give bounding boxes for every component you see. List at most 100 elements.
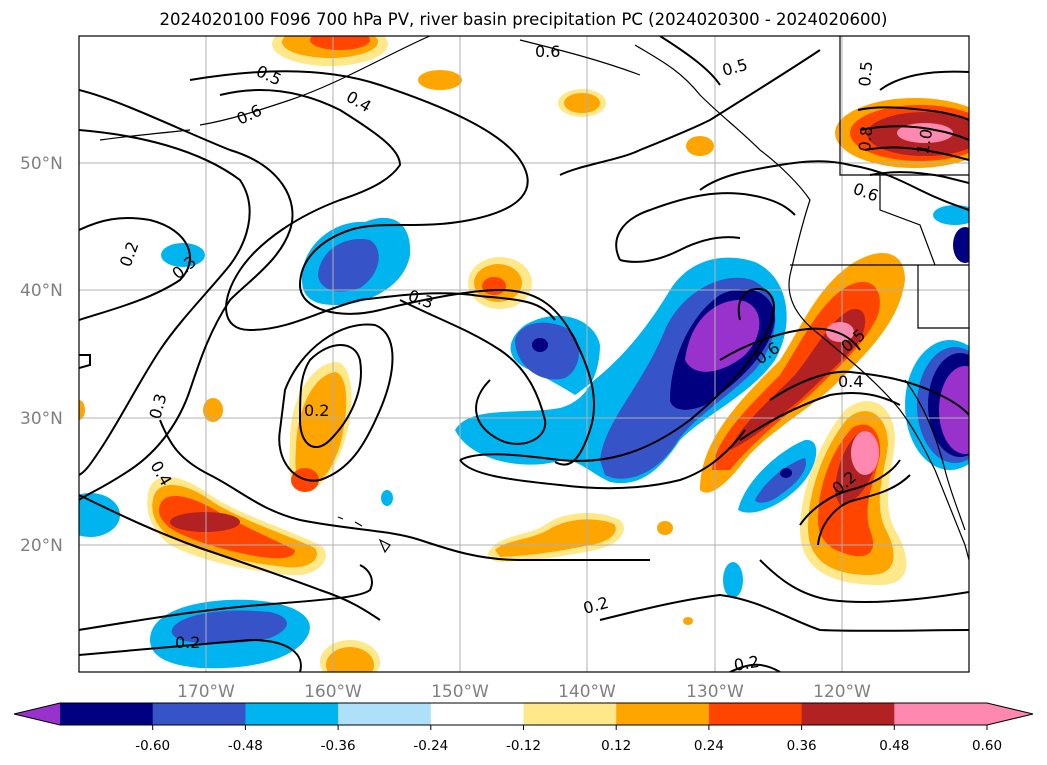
contour-label: 0.2: [732, 652, 760, 675]
colorbar-right-arrow: [987, 703, 1033, 725]
pv-contour: [79, 129, 251, 476]
coastlines: [99, 36, 969, 561]
colorbar-cell: [245, 703, 339, 725]
colorbar-tick-label: 0.48: [879, 738, 909, 754]
lon-label: 160°W: [304, 682, 362, 702]
positive-anomaly: [564, 93, 600, 113]
colorbar: -0.60 -0.48 -0.36 -0.24 -0.12 0.12 0.24 0.36 0.4…: [13, 702, 1034, 754]
positive-anomaly: [495, 519, 616, 557]
colorbar-cell: [894, 703, 988, 725]
positive-anomaly: [482, 277, 506, 295]
aleutians: [99, 129, 191, 141]
colorbar-cell: [801, 703, 895, 725]
lat-label: 30°N: [20, 409, 63, 429]
negative-anomaly: [780, 468, 792, 478]
negative-anomaly: [685, 300, 760, 372]
colorbar-cell: [708, 703, 803, 725]
positive-anomaly: [326, 647, 374, 672]
pv-contour: [79, 494, 381, 621]
pv-contour: [869, 171, 969, 184]
pv-contour: [79, 217, 191, 321]
colorbar-tick-label: 0.36: [787, 738, 817, 754]
map-frame: [78, 35, 970, 673]
pv-contour: [729, 663, 781, 672]
hawaii: [354, 521, 363, 527]
pv-contour: [499, 289, 596, 466]
negative-anomaly: [723, 562, 743, 598]
colorbar-tick-label: 0.12: [601, 738, 631, 754]
pv-contour: [799, 459, 901, 526]
positive-anomaly: [851, 431, 879, 475]
pv-contour: [769, 370, 969, 416]
pv-contours: [79, 36, 969, 672]
lat-label: 50°N: [20, 154, 63, 174]
pv-contour: [864, 146, 969, 161]
pv-contour: [619, 236, 741, 263]
negative-anomaly: [933, 205, 969, 225]
pv-contour: [159, 419, 650, 562]
lon-label: 150°W: [431, 682, 489, 702]
pv-contour: [857, 106, 969, 121]
positive-anomaly: [897, 123, 953, 143]
pv-contour: [859, 125, 969, 141]
colorbar-left-arrow: [14, 703, 60, 725]
pv-contour: [79, 354, 91, 369]
colorbar-cell: [523, 703, 617, 725]
colorbar-tick-label: -0.12: [506, 738, 541, 754]
negative-anomaly: [161, 243, 205, 267]
colorbar-cell: [616, 703, 710, 725]
lat-label: 40°N: [20, 281, 63, 301]
map-title: 2024020100 F096 700 hPa PV, river basin …: [159, 10, 888, 29]
gridlines: [79, 36, 969, 672]
negative-anomaly: [515, 322, 580, 380]
positive-anomaly: [686, 136, 714, 156]
contour-label: 0.5: [855, 60, 876, 87]
positive-anomaly: [310, 36, 370, 50]
negative-anomaly: [755, 458, 806, 503]
colorbar-cell: [152, 703, 246, 725]
pv-contour: [739, 392, 901, 441]
positive-anomaly: [418, 70, 462, 90]
contour-label: 0.6: [535, 42, 560, 61]
pv-contour: [699, 160, 969, 211]
pv-contour: [759, 559, 969, 603]
colorbar-cell: [60, 703, 154, 725]
contour-label: 0.8: [855, 125, 876, 152]
positive-anomaly: [203, 398, 223, 422]
colorbar-outline: [13, 702, 1034, 726]
colorbar-tick-label: -0.48: [228, 738, 263, 754]
negative-anomaly: [939, 366, 969, 454]
pv-contour: [79, 638, 302, 672]
contour-label: 0.2: [175, 633, 200, 652]
baja-coast: [904, 379, 966, 531]
colorbar-tick-label: 0.60: [972, 738, 1002, 754]
pv-contour: [219, 89, 556, 332]
colorbar-cell: [338, 703, 432, 725]
negative-anomaly: [381, 490, 393, 506]
colorbar-tick-label: 0.24: [694, 738, 724, 754]
lon-label: 140°W: [558, 682, 616, 702]
west-coast: [634, 44, 969, 561]
colorbar-cell: [430, 703, 524, 725]
pv-contour: [399, 299, 547, 445]
axis-labels: 50°N 40°N 30°N 20°N 170°W 160°W 150°W 14…: [20, 154, 871, 702]
pv-contour: [298, 344, 362, 449]
lat-label: 20°N: [20, 536, 63, 556]
pv-contour: [189, 70, 529, 315]
positive-anomaly: [79, 400, 85, 420]
pv-contour: [659, 36, 721, 86]
positive-anomaly: [683, 617, 693, 625]
alaska-coast: [199, 36, 431, 126]
pv-contour: [719, 327, 861, 361]
pv-contour: [459, 429, 746, 490]
lon-label: 170°W: [177, 682, 235, 702]
canada-border: [839, 36, 969, 176]
contour-label: 0.4: [838, 372, 863, 391]
positive-anomaly: [170, 512, 240, 532]
shaded-field: [79, 36, 969, 672]
lon-label: 120°W: [813, 682, 871, 702]
pv-contour: [79, 564, 373, 631]
contour-label: 1.0: [913, 127, 936, 155]
negative-anomaly: [171, 610, 287, 644]
